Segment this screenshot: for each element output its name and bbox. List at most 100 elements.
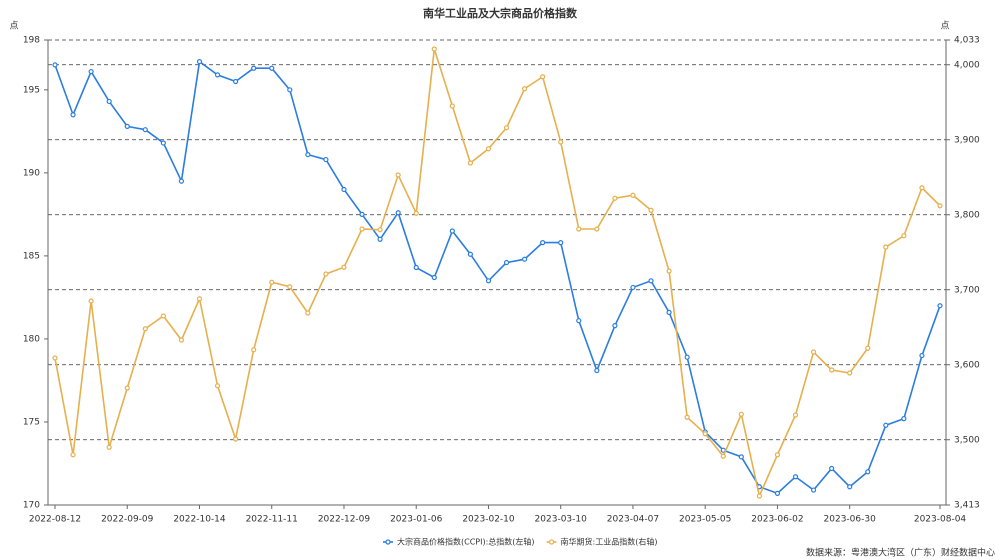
point: [323, 271, 329, 277]
point: [576, 226, 582, 232]
point: [395, 210, 401, 216]
point: [52, 355, 58, 361]
point: [774, 452, 781, 458]
point: [214, 72, 221, 78]
x-tick-label: 2022-12-09: [318, 515, 371, 525]
point: [52, 62, 58, 68]
point: [70, 452, 76, 458]
point: [485, 146, 492, 152]
point: [521, 86, 528, 92]
point: [883, 244, 889, 250]
point: [341, 264, 347, 270]
y-tick-label: 180: [23, 334, 40, 344]
point: [792, 474, 799, 480]
y-tick-label: 190: [23, 168, 40, 178]
point: [792, 412, 799, 418]
point: [521, 256, 528, 262]
y2-tick-label: 3,900: [954, 135, 980, 145]
point: [196, 296, 203, 302]
point: [558, 240, 564, 246]
point: [106, 444, 112, 450]
point: [70, 112, 76, 118]
x-tick-label: 2023-01-06: [390, 515, 443, 525]
point: [829, 465, 835, 472]
point: [702, 431, 708, 437]
point: [612, 195, 618, 201]
y2-tick-label: 4,000: [954, 60, 980, 70]
x-tick-label: 2023-06-30: [824, 515, 877, 525]
point: [738, 411, 744, 417]
point: [503, 259, 510, 266]
point: [919, 352, 925, 359]
x-tick-label: 2023-04-07: [607, 515, 659, 525]
point: [666, 268, 672, 274]
point: [540, 74, 546, 80]
point: [901, 233, 907, 239]
point: [160, 313, 166, 319]
point: [720, 453, 726, 459]
point: [88, 68, 94, 75]
point: [847, 484, 853, 490]
point: [594, 367, 600, 374]
point: [178, 178, 185, 184]
point: [810, 349, 817, 355]
point: [558, 139, 564, 145]
point: [124, 123, 130, 129]
point: [233, 436, 239, 442]
y2-tick-label: 3,700: [954, 285, 980, 295]
point: [865, 345, 871, 351]
point: [467, 160, 474, 166]
point: [377, 236, 383, 242]
x-tick-label: 2023-03-10: [535, 515, 588, 525]
series-line: [54, 48, 941, 499]
y-tick-label: 185: [23, 251, 40, 261]
y-unit: 点: [9, 21, 18, 32]
point: [233, 78, 239, 85]
point: [269, 279, 275, 285]
x-tick-label: 2022-08-12: [29, 515, 81, 525]
point: [810, 487, 817, 493]
source: 数据来源：粤港澳大湾区（广东）财经数据中心: [806, 547, 995, 559]
x-tick-label: 2023-02-10: [462, 515, 515, 525]
x-tick-label: 2023-05-05: [679, 515, 731, 525]
point: [829, 367, 835, 373]
legend-marker: [548, 539, 555, 545]
point: [359, 226, 365, 232]
point: [178, 337, 185, 343]
point: [684, 354, 690, 360]
x-tick-label: 2023-06-02: [751, 515, 803, 525]
point: [576, 318, 582, 324]
y-tick-label: 195: [23, 85, 40, 95]
point: [449, 103, 455, 109]
y2-tick-label: 4,033: [954, 36, 980, 46]
point: [847, 370, 853, 376]
x-tick-label: 2022-10-14: [173, 515, 226, 525]
point: [648, 207, 654, 213]
point: [305, 151, 311, 158]
x-tick-label: 2022-09-09: [101, 515, 154, 525]
x-tick-label: 2022-11-11: [246, 515, 298, 525]
chart-title: 南华工业品及大宗商品价格指数: [423, 6, 578, 20]
point: [305, 310, 311, 316]
point: [630, 192, 636, 198]
x-tick-label: 2023-08-04: [914, 515, 967, 525]
y2-unit: 点: [940, 21, 949, 32]
legend-label: 大宗商品价格指数(CCPI):总指数(左轴): [397, 537, 535, 547]
point: [106, 98, 112, 105]
point: [594, 226, 600, 232]
point: [612, 323, 618, 329]
point: [684, 414, 690, 420]
series-line: [54, 60, 941, 495]
point: [937, 203, 943, 209]
point: [431, 46, 437, 52]
point: [919, 185, 925, 191]
y2-tick-label: 3,600: [954, 360, 980, 370]
legend-marker: [385, 539, 391, 545]
y-tick-label: 170: [23, 501, 40, 511]
point: [395, 172, 401, 178]
point: [214, 383, 221, 389]
point: [756, 493, 762, 499]
point: [865, 469, 871, 475]
point: [287, 87, 293, 93]
